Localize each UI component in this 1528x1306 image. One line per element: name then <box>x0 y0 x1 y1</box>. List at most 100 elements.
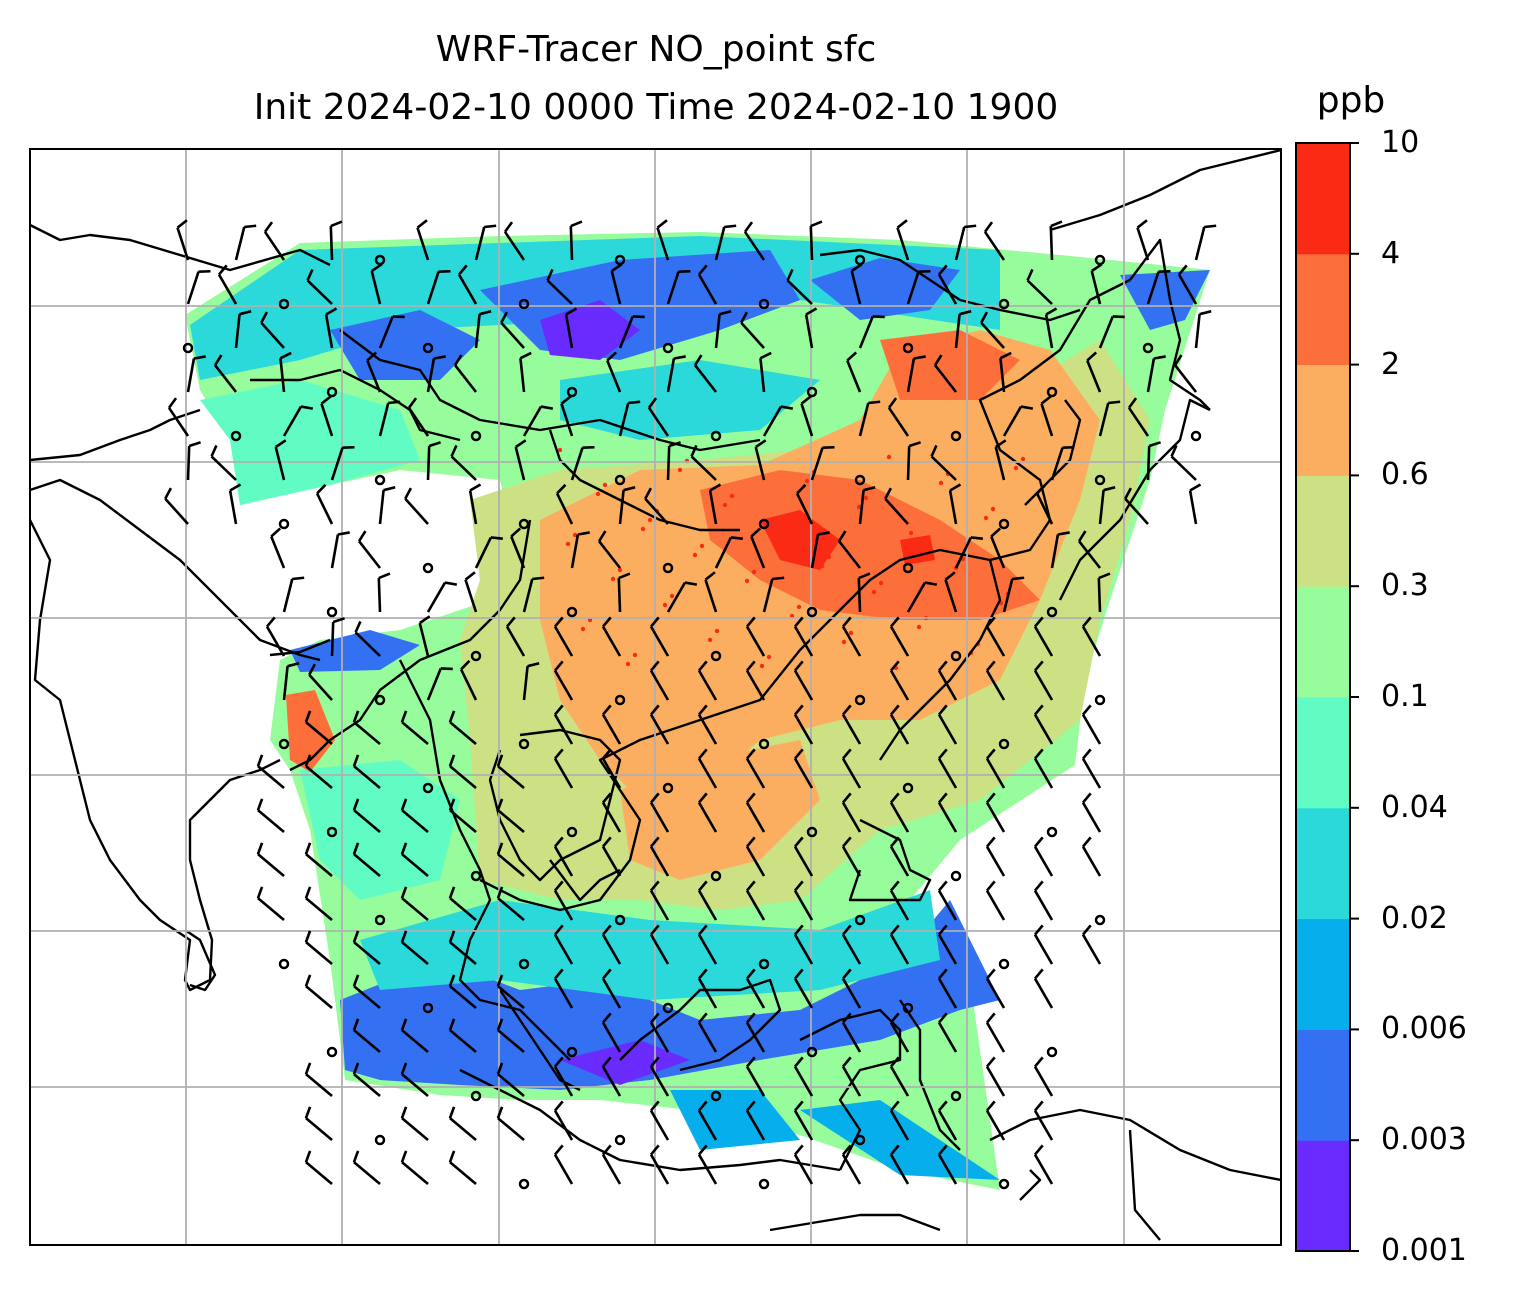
wind-barb-flag <box>698 660 708 672</box>
wind-barb <box>214 364 238 393</box>
wind-barb-flag <box>1034 924 1044 936</box>
wind-barb-flag <box>810 220 823 228</box>
wind-barb-flag <box>842 1012 852 1024</box>
wind-barb <box>474 226 486 261</box>
calm-wind-marker <box>902 782 914 794</box>
field-speckle <box>640 526 646 532</box>
wind-barb <box>934 364 958 393</box>
wind-barb-flag <box>842 792 852 804</box>
wind-barb-flag <box>602 1144 612 1156</box>
colorbar-segment <box>1296 143 1350 255</box>
calm-wind-marker <box>518 958 530 970</box>
wind-barb-flag <box>554 924 564 936</box>
wind-barb-flag <box>746 792 756 804</box>
wind-barb-flag <box>938 704 948 716</box>
wind-barb <box>985 845 1006 877</box>
wind-barb <box>354 631 381 657</box>
wind-barb <box>841 625 862 657</box>
field-speckle <box>699 543 705 549</box>
wind-barb-flag <box>496 842 504 855</box>
wind-barb-flag <box>805 307 818 316</box>
wind-barb <box>401 721 429 745</box>
wind-barb-flag <box>458 264 468 276</box>
wind-barb-flag <box>500 311 509 324</box>
wind-barb-flag <box>980 311 989 324</box>
field-speckle <box>774 528 780 534</box>
wind-barb-flag <box>690 444 698 457</box>
wind-barb <box>618 402 630 437</box>
wind-barb <box>358 540 382 569</box>
calm-wind-marker <box>518 738 530 750</box>
wind-barb-flag <box>213 354 223 366</box>
calm-wind-marker <box>662 342 674 354</box>
wind-barb-flag <box>193 355 206 360</box>
wind-barb-flag <box>746 748 756 760</box>
calm-wind-marker <box>902 342 914 354</box>
wind-barb-flag <box>842 836 852 848</box>
wind-barb <box>404 497 429 525</box>
wind-barb <box>263 231 286 261</box>
wind-barb <box>745 1065 766 1097</box>
calm-wind-marker <box>326 1046 338 1058</box>
wind-barb-flag <box>1057 531 1070 536</box>
wind-barb-flag <box>602 924 612 936</box>
wind-barb <box>985 977 1006 1009</box>
wind-barb-flag <box>938 1144 948 1156</box>
wind-barb-flag <box>540 405 554 410</box>
wind-barb <box>697 273 718 305</box>
colorbar-segment <box>1296 918 1350 1030</box>
field-speckle <box>759 663 765 669</box>
coastline-6 <box>398 659 571 1061</box>
wind-barb <box>793 625 814 657</box>
field-speckle <box>587 617 593 623</box>
wind-barb-flag <box>352 842 360 855</box>
calm-wind-marker <box>1094 914 1106 926</box>
wind-barb <box>377 577 382 613</box>
wind-barb <box>937 933 958 965</box>
calm-wind-marker <box>614 1134 626 1146</box>
wind-barb <box>401 1029 429 1053</box>
wind-barb-flag <box>1034 1100 1044 1112</box>
wind-barb-flag <box>746 880 756 892</box>
wind-barb-flag <box>546 268 554 281</box>
wind-barb-flag <box>1098 572 1111 580</box>
wind-barb <box>449 1029 477 1053</box>
wind-barb <box>649 1153 670 1185</box>
calm-wind-marker <box>710 870 722 882</box>
wind-barb-flag <box>794 1144 804 1156</box>
wind-barb <box>1033 713 1054 745</box>
wind-barb <box>745 1021 766 1053</box>
wind-barb <box>647 407 670 437</box>
wind-barb <box>714 226 726 261</box>
wind-barb-flag <box>304 842 312 855</box>
wind-barb <box>745 977 766 1009</box>
wind-barb-flag <box>532 576 545 581</box>
wind-barb-flag <box>602 748 612 760</box>
wind-barb-flag <box>352 930 360 943</box>
wind-barb <box>497 765 525 789</box>
wind-barb <box>786 279 813 305</box>
wind-barb-flag <box>354 620 362 633</box>
wind-barb <box>474 536 493 569</box>
wind-barb <box>330 621 335 657</box>
wind-barb <box>265 625 286 657</box>
wind-barb <box>884 497 909 525</box>
wind-barb <box>459 668 478 701</box>
wind-barb-flag <box>995 439 1007 449</box>
wind-barb-flag <box>933 354 943 366</box>
wind-barb <box>497 809 525 833</box>
wind-barb-flag <box>938 924 948 936</box>
wind-barb <box>401 809 429 833</box>
wind-barb-flag <box>371 263 383 273</box>
calm-wind-marker <box>998 518 1010 530</box>
wind-barb-flag <box>304 710 312 723</box>
field-speckle <box>677 467 683 473</box>
wind-barb <box>1194 226 1206 261</box>
wind-barb-flag <box>357 530 367 542</box>
wind-barb-flag <box>602 704 612 716</box>
coastline-14 <box>499 989 581 1092</box>
calm-wind-marker <box>806 1046 818 1058</box>
field-speckle <box>662 602 668 608</box>
wind-barb <box>937 977 958 1009</box>
wind-barb <box>474 314 481 349</box>
